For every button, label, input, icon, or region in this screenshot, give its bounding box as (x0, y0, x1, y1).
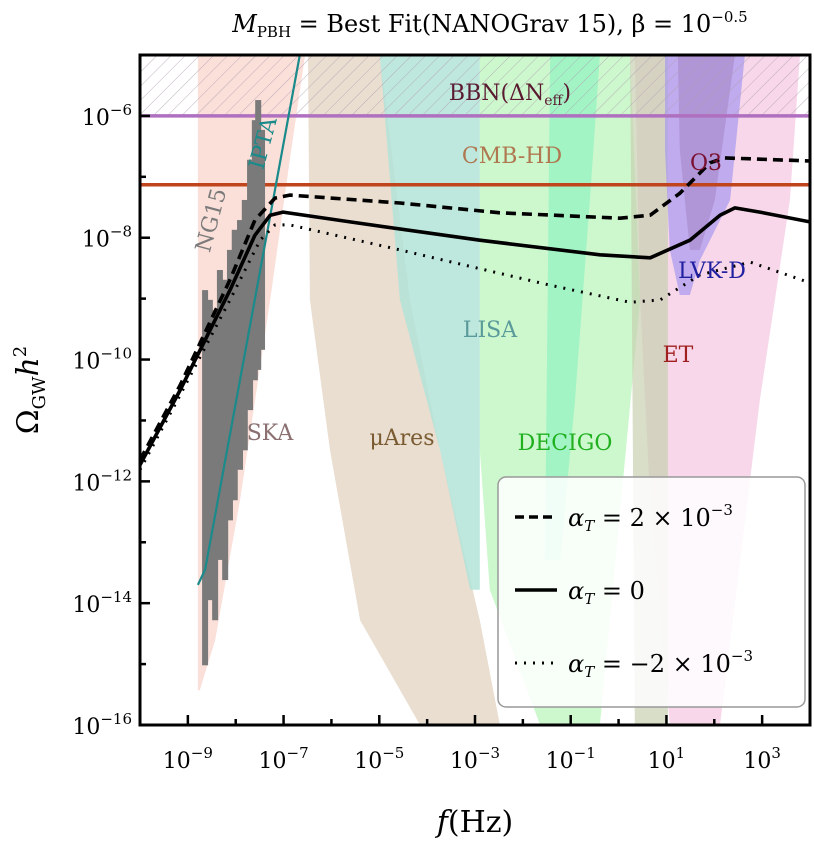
tick-base: 10 (72, 471, 100, 496)
legend-eq: = 0 (594, 577, 645, 605)
tick-exponent: −10 (100, 345, 132, 363)
tick-base: 10 (743, 749, 771, 774)
legend-box (497, 476, 806, 708)
series-line-dashed (140, 156, 810, 461)
region-label-ska: SKA (247, 421, 295, 446)
ipta-curve (196, 55, 301, 586)
tick-exponent: −6 (110, 101, 132, 119)
chart-title: MPBH = Best Fit(NANOGrav 15), β = 10−0.5 (231, 8, 747, 41)
legend-var: α (568, 650, 584, 678)
legend-label: αT = 2 × 10−3 (568, 501, 733, 535)
tick-base: 10 (72, 350, 100, 375)
ng15-violin (212, 310, 219, 621)
x-axis-label: f(Hz) (435, 805, 514, 840)
axis-ticks: 10−9 10−7 10−5 10−3 10−1 101 10310−610−810−101… (72, 53, 812, 774)
tick-base: 10 (163, 749, 191, 774)
bound-lines (140, 55, 810, 187)
ng15-violin (237, 220, 244, 470)
bbn-label: BBN(ΔNeff) (449, 81, 571, 109)
ng15-violin (226, 249, 233, 521)
y-tick-label: 10−6 (82, 101, 132, 131)
legend-eq: = −2 × 10 (594, 650, 731, 678)
region-label-et: ET (663, 343, 694, 368)
ng15-violin (222, 279, 229, 581)
region-label-o3: O3 (690, 151, 722, 176)
tick-exponent: 3 (771, 744, 781, 762)
tick-base: 10 (450, 749, 478, 774)
series-line-solid (140, 206, 810, 466)
legend-exp: −3 (731, 647, 753, 665)
cmb-hd-label: CMB-HD (462, 144, 562, 169)
ng15-violins (202, 100, 266, 666)
y-tick-label: 10−14 (72, 588, 132, 618)
tick-exponent: −12 (100, 466, 132, 484)
bbn-label-part: eff (544, 93, 563, 109)
y-axis-label: ΩGWh2 (10, 346, 50, 435)
legend-label: αT = −2 × 10−3 (568, 647, 753, 681)
ng15-violin (247, 159, 254, 411)
legend-eq: = 2 × 10 (594, 504, 711, 532)
legend-label: αT = 0 (568, 577, 645, 608)
ng15-violin (251, 120, 258, 381)
region-band-4 (544, 55, 600, 560)
legend: αT = 2 × 10−3αT = 0αT = −2 × 10−3 (497, 476, 806, 708)
tick-exponent: −14 (100, 588, 132, 606)
tick-base: 10 (546, 749, 574, 774)
y-tick-label: 10−16 (72, 710, 132, 740)
y-tick-label: 10−8 (82, 223, 132, 253)
tick-base: 10 (354, 749, 382, 774)
series-line-dotted (140, 223, 810, 471)
tick-base: 10 (648, 749, 676, 774)
ng15-violin (216, 270, 223, 560)
y-tick-label: 10−12 (72, 466, 132, 496)
region-label-decigo: DECIGO (518, 431, 613, 456)
gw-curves (140, 156, 810, 471)
region-label--ares: μAres (369, 426, 434, 451)
x-tick-label: 103 (743, 744, 781, 774)
tick-exponent: −9 (191, 744, 213, 762)
x-tick-label: 10−9 (163, 744, 213, 774)
y-tick-label: 10−10 (72, 345, 132, 375)
ng15-violin (259, 129, 266, 350)
tick-exponent: −8 (110, 223, 132, 241)
legend-var: α (568, 577, 584, 605)
ng15-violin (202, 290, 209, 666)
legend-exp: −3 (711, 501, 733, 519)
tick-exponent: 1 (676, 744, 686, 762)
ng15-violin (241, 199, 248, 451)
tick-base: 10 (72, 715, 100, 740)
tick-exponent: −1 (574, 744, 596, 762)
tick-base: 10 (259, 749, 287, 774)
tick-exponent: −5 (382, 744, 404, 762)
x-tick-label: 10−3 (450, 744, 500, 774)
legend-sub: T (584, 517, 595, 535)
tick-base: 10 (82, 106, 110, 131)
region-label-lvk-d: LVK-D (678, 259, 746, 284)
x-tick-label: 101 (648, 744, 686, 774)
bbn-label-part: BBN(ΔN (449, 81, 544, 106)
x-tick-label: 10−1 (546, 744, 596, 774)
bbn-excluded-hatch (140, 55, 810, 116)
ng15-violin (206, 299, 213, 601)
legend-var: α (568, 504, 584, 532)
tick-exponent: −16 (100, 710, 132, 728)
ng15-violin (255, 100, 262, 370)
legend-sub: T (584, 590, 595, 608)
ng15-violin (231, 229, 238, 501)
tick-base: 10 (82, 228, 110, 253)
tick-exponent: −7 (287, 744, 309, 762)
bbn-label-part: ) (562, 81, 571, 106)
legend-sub: T (584, 663, 595, 681)
tick-exponent: −3 (478, 744, 500, 762)
region-lisa (379, 55, 480, 590)
x-tick-label: 10−7 (259, 744, 309, 774)
ipta-line (196, 55, 301, 586)
tick-base: 10 (72, 593, 100, 618)
x-tick-label: 10−5 (354, 744, 404, 774)
region-label-lisa: LISA (463, 318, 518, 343)
